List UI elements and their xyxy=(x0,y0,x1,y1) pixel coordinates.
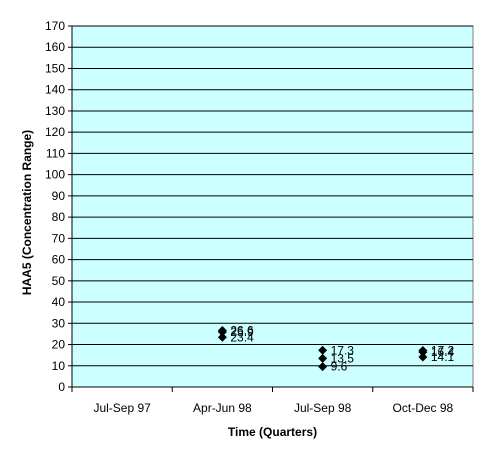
data-label: 9.6 xyxy=(331,360,348,374)
y-tick-label: 120 xyxy=(45,125,65,139)
x-axis-title: Time (Quarters) xyxy=(228,425,317,439)
data-label: 17.2 xyxy=(431,343,455,357)
y-axis-ticks: 0 10 20 30 40 50 60 70 80 90 100 110 120 130 140 150 160… xyxy=(45,19,72,394)
y-tick-label: 100 xyxy=(45,168,65,182)
data-point-marker xyxy=(318,362,328,372)
x-tick-label: Apr-Jun 98 xyxy=(193,401,252,415)
y-tick-label: 30 xyxy=(52,316,66,330)
data-label: 16.4 xyxy=(431,345,455,359)
data-label: 13.5 xyxy=(331,351,355,365)
data-point-marker xyxy=(418,347,428,357)
data-label: 17.3 xyxy=(331,343,355,357)
y-tick-label: 170 xyxy=(45,19,65,33)
y-tick-label: 60 xyxy=(52,253,66,267)
y-axis-title: HAA5 (Concentration Range) xyxy=(20,130,34,295)
data-point-marker xyxy=(418,352,428,362)
y-tick-label: 130 xyxy=(45,104,65,118)
y-tick-label: 90 xyxy=(52,189,66,203)
plot-area xyxy=(71,25,474,388)
data-point-marker xyxy=(217,332,227,342)
y-tick-label: 80 xyxy=(52,210,66,224)
y-tick-label: 140 xyxy=(45,83,65,97)
x-tick-label: Jul-Sep 98 xyxy=(294,401,352,415)
data-markers xyxy=(217,326,428,372)
x-axis-ticks: Jul-Sep 97 Apr-Jun 98 Jul-Sep 98 Oct-Dec 98 xyxy=(71,387,474,415)
y-tick-label: 40 xyxy=(52,295,66,309)
x-tick-label: Oct-Dec 98 xyxy=(393,401,454,415)
gridlines xyxy=(72,25,473,367)
data-label: 25.9 xyxy=(230,325,254,339)
data-label: 14.1 xyxy=(431,350,455,364)
y-tick-label: 50 xyxy=(52,274,66,288)
y-tick-label: 20 xyxy=(52,338,66,352)
y-tick-label: 0 xyxy=(58,380,65,394)
y-tick-label: 160 xyxy=(45,40,65,54)
y-tick-label: 110 xyxy=(46,146,65,160)
data-label: 26.6 xyxy=(230,324,254,338)
y-tick-label: 70 xyxy=(52,231,66,245)
data-point-marker xyxy=(318,345,328,355)
data-labels: 26.625.923.4 17.313.59.6 17.216.414.1 xyxy=(230,324,454,374)
data-point-marker xyxy=(217,327,227,337)
y-tick-label: 150 xyxy=(45,61,65,75)
x-tick-label: Jul-Sep 97 xyxy=(93,401,151,415)
data-point-marker xyxy=(318,353,328,363)
data-label: 23.4 xyxy=(230,330,254,344)
y-tick-label: 10 xyxy=(52,359,66,373)
